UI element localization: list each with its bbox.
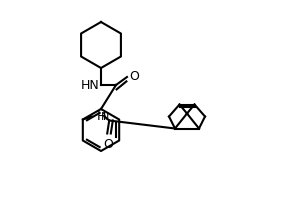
Text: HN: HN [81,79,100,92]
Text: N: N [101,112,109,122]
Text: O: O [129,70,139,82]
Text: O: O [103,138,113,151]
Text: H: H [97,110,106,123]
